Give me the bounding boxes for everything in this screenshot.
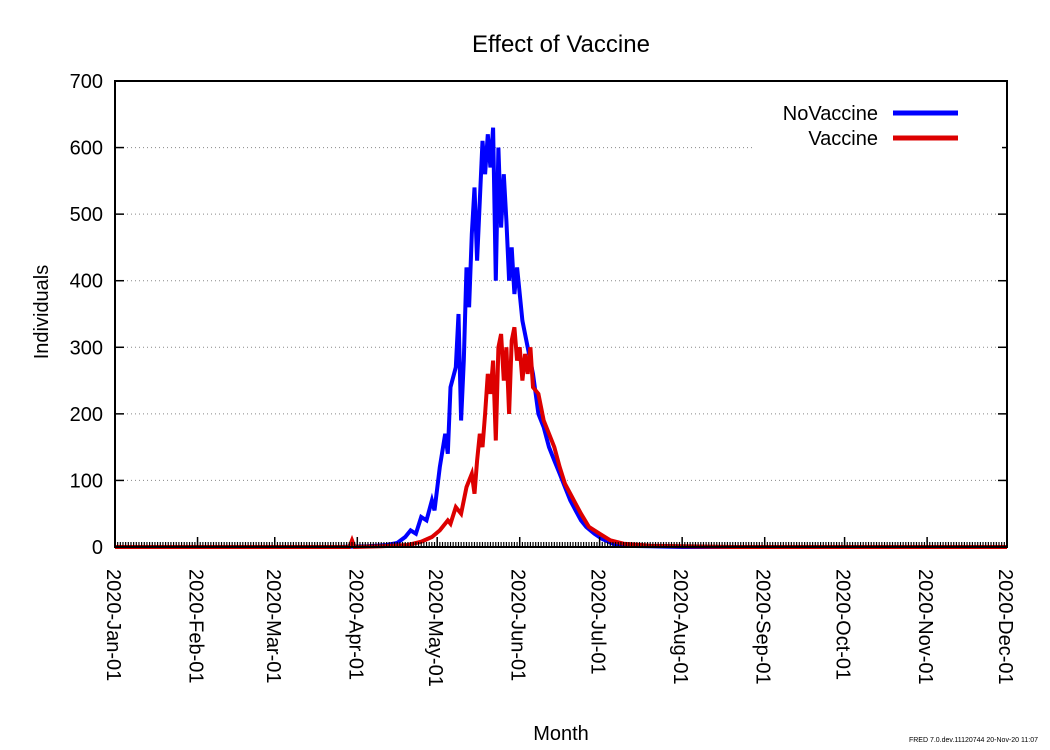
- legend-label-novaccine: NoVaccine: [783, 103, 878, 125]
- x-tick-label: 2020-Nov-01: [914, 569, 936, 685]
- x-tick-label: 2020-Jul-01: [587, 569, 609, 675]
- chart-title: Effect of Vaccine: [472, 31, 650, 58]
- y-tick-label: 0: [92, 537, 103, 559]
- plot-frame: [114, 80, 1008, 548]
- y-tick-label: 200: [70, 404, 103, 426]
- legend-label-vaccine: Vaccine: [808, 128, 878, 150]
- x-tick-label: 2020-Sep-01: [752, 569, 774, 685]
- footer-text: FRED 7.0.dev.11120744 20-Nov-20 11:07: [908, 737, 1038, 744]
- x-tick-label: 2020-Apr-01: [344, 569, 366, 680]
- y-tick-label: 300: [70, 337, 103, 359]
- x-tick-label: 2020-Jun-01: [507, 569, 529, 681]
- legend-background: [752, 98, 1002, 154]
- axes: 0 100 200 300 400 500 600 700 2020-Jan-01 2020-Fe…: [70, 71, 1016, 687]
- x-tick-label: 2020-Mar-01: [262, 569, 284, 684]
- y-tick-label: 400: [70, 271, 103, 293]
- x-tick-label: 2020-Feb-01: [185, 569, 207, 684]
- y-tick-label: 100: [70, 470, 103, 492]
- series-line-novaccine: [115, 127, 1007, 549]
- y-tick-label: 500: [70, 204, 103, 226]
- x-tick-label: 2020-Dec-01: [994, 569, 1016, 685]
- x-axis-label: Month: [533, 723, 589, 745]
- series-layer: [115, 127, 1007, 550]
- y-axis-label: Individuals: [31, 265, 53, 360]
- y-tick-label: 600: [70, 138, 103, 160]
- series-line-vaccine: [115, 326, 1007, 550]
- grid-lines: [115, 147, 1007, 481]
- x-tick-label: 2020-May-01: [424, 569, 446, 687]
- x-tick-label: 2020-Oct-01: [832, 569, 854, 680]
- y-tick-label: 700: [70, 71, 103, 93]
- x-tick-label: 2020-Aug-01: [669, 569, 691, 685]
- legend: NoVaccine Vaccine: [752, 98, 1002, 154]
- x-tick-label: 2020-Jan-01: [102, 569, 124, 681]
